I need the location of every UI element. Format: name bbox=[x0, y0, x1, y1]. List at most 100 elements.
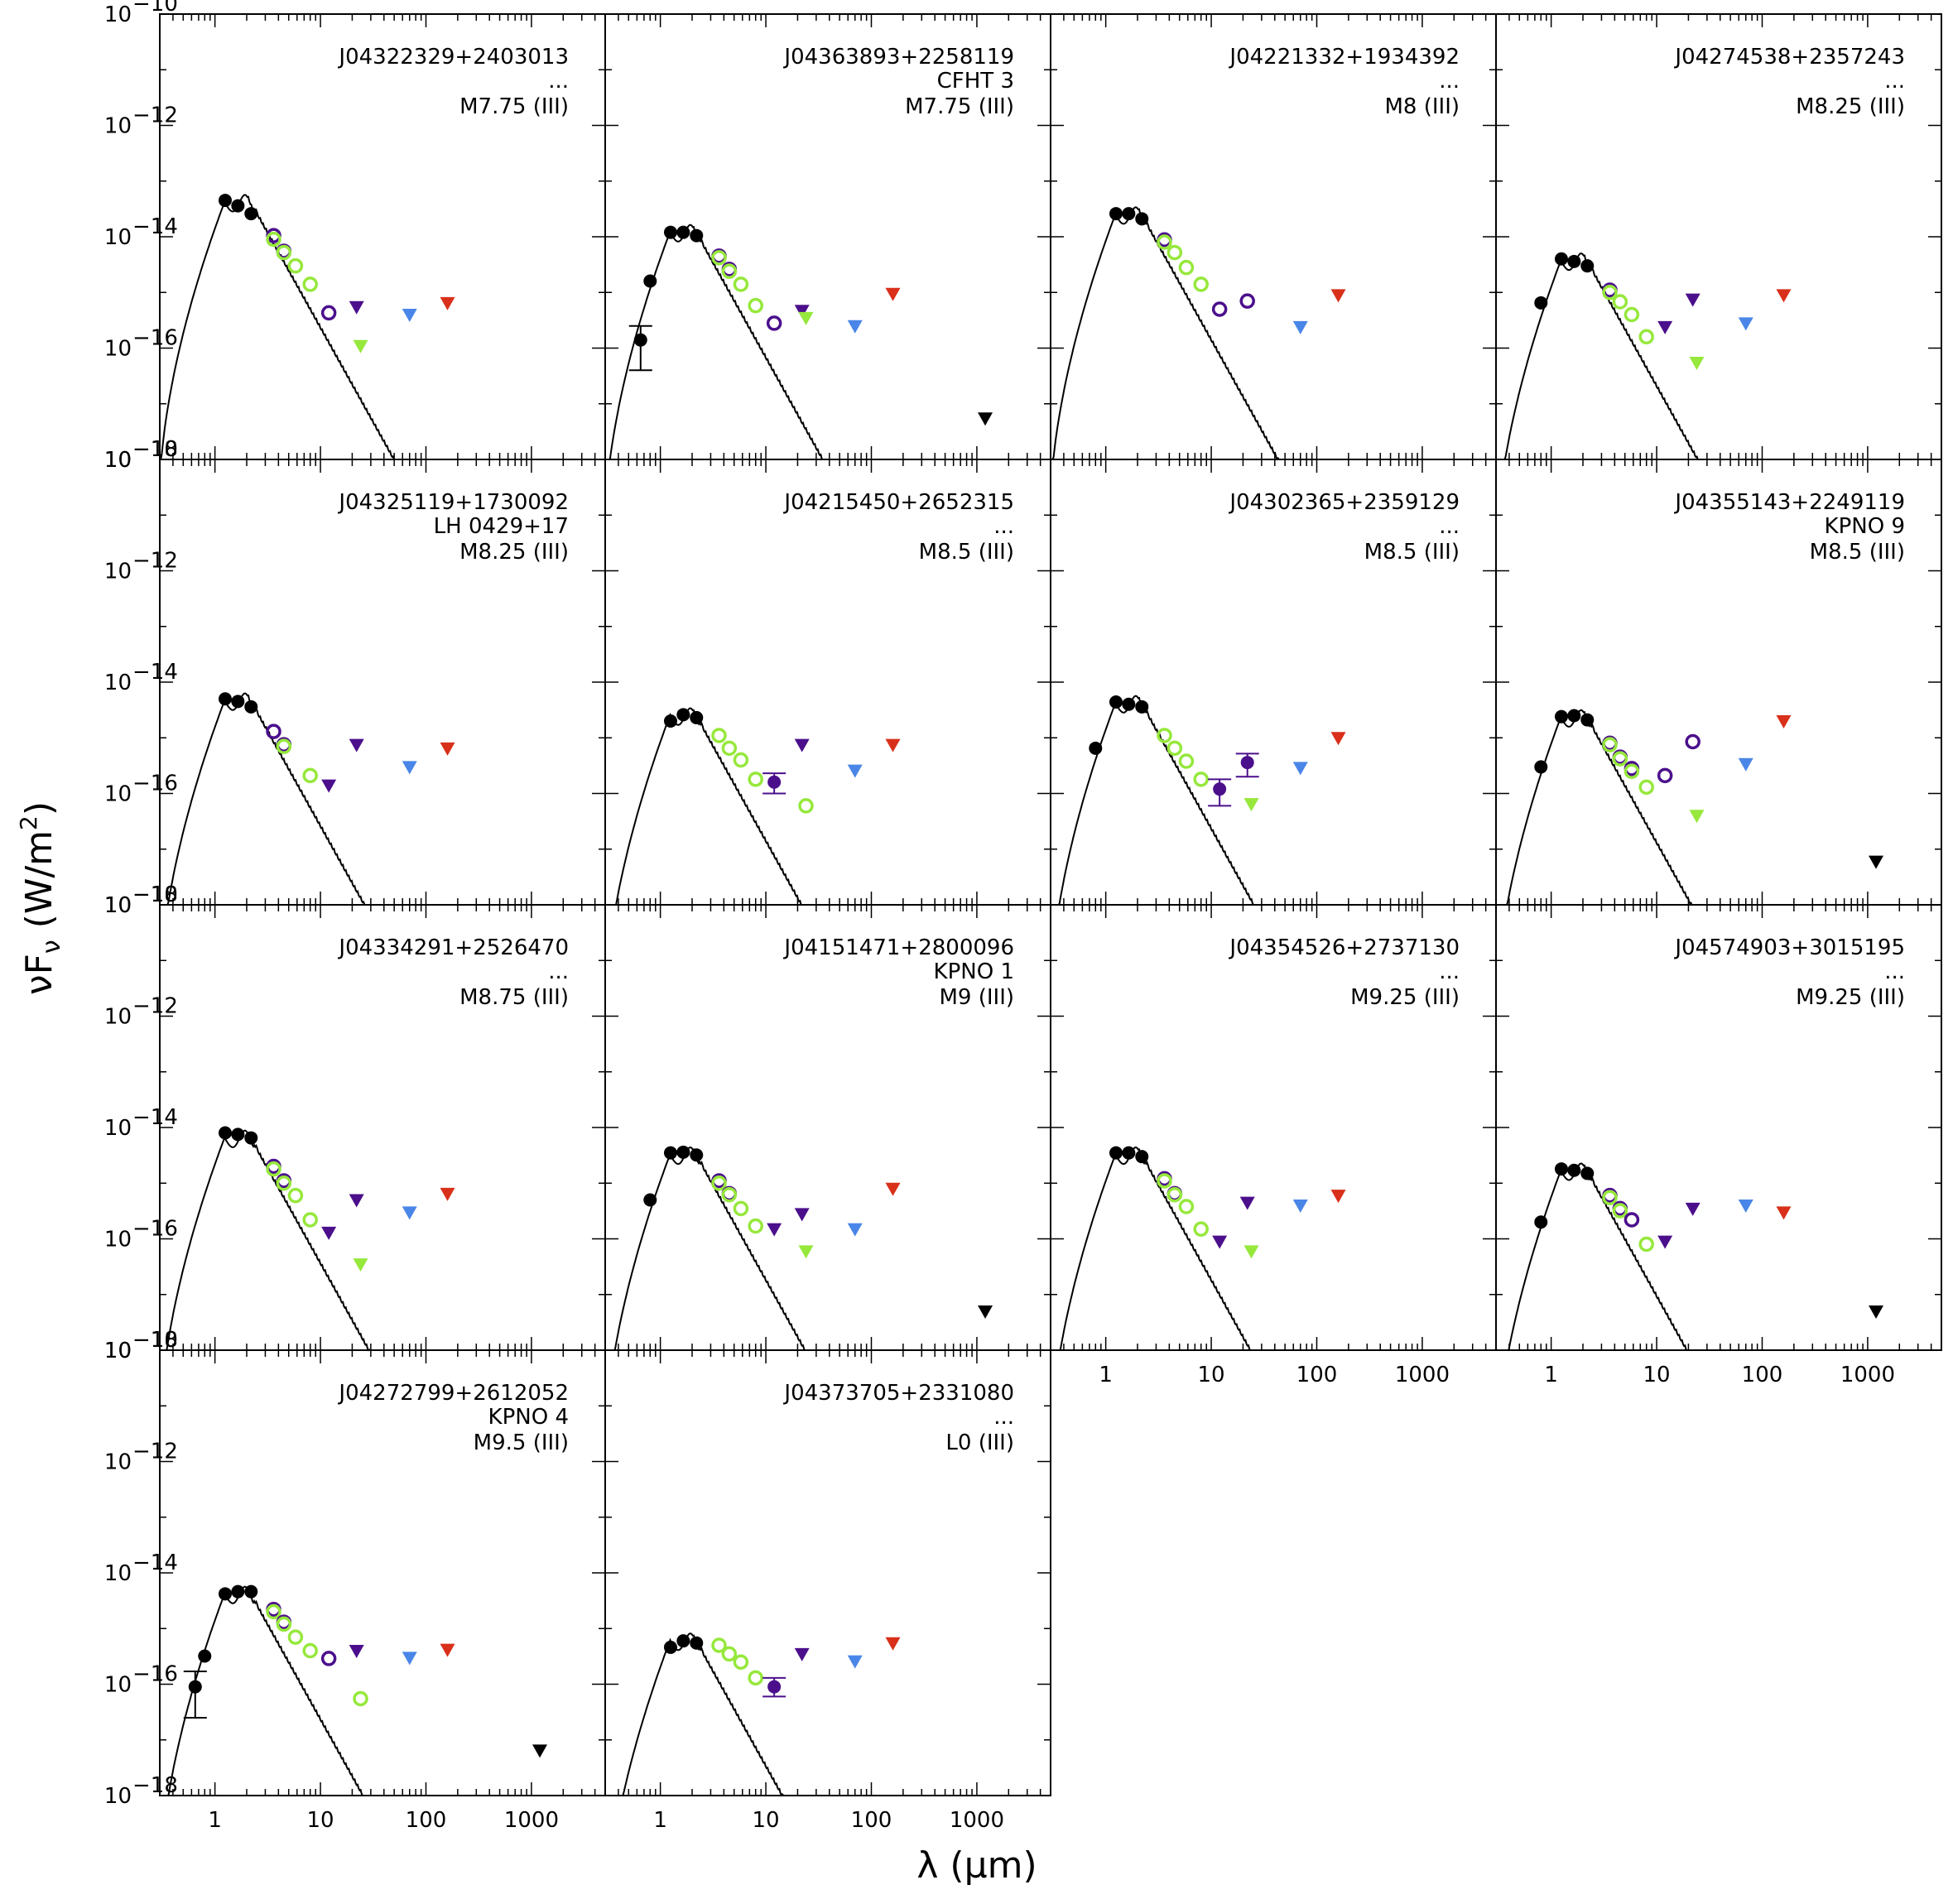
point-filled bbox=[188, 1680, 202, 1694]
point-open bbox=[1167, 740, 1183, 757]
x-tick-label: 10 bbox=[753, 1808, 780, 1833]
panel-name: J04272799+2612052 bbox=[337, 1381, 569, 1406]
point-open bbox=[1623, 763, 1640, 779]
point-filled bbox=[676, 1634, 690, 1648]
point-filled bbox=[1534, 760, 1548, 774]
model-spectrum bbox=[1496, 252, 1699, 460]
x-axis-title: λ (μm) bbox=[916, 1844, 1037, 1887]
point-open bbox=[1193, 772, 1209, 787]
x-tick-label: 1 bbox=[1099, 1363, 1113, 1387]
panel-alias: ... bbox=[993, 1405, 1014, 1430]
point-open bbox=[1167, 244, 1183, 261]
y-tick-label: 10 bbox=[104, 225, 132, 250]
point-upper-limit bbox=[321, 1226, 337, 1240]
panel-3: J04221332+1934392...M8 (III) bbox=[1050, 13, 1497, 460]
point-upper-limit bbox=[767, 1223, 782, 1237]
point-filled bbox=[1580, 713, 1595, 727]
x-tick-label: 1000 bbox=[950, 1808, 1004, 1833]
point-filled bbox=[690, 228, 704, 243]
point-upper-limit bbox=[885, 738, 901, 752]
point-upper-limit bbox=[1657, 320, 1673, 334]
x-tick-label: 100 bbox=[851, 1808, 892, 1833]
point-open bbox=[1623, 306, 1640, 323]
point-upper-limit bbox=[402, 761, 417, 775]
panel-alias: CFHT 3 bbox=[937, 69, 1014, 94]
point-open bbox=[721, 1186, 738, 1203]
point-open bbox=[1167, 1186, 1183, 1203]
y-axis-title: νFν (W/m2) bbox=[15, 801, 66, 995]
panel-frame bbox=[1495, 904, 1942, 1351]
point-filled bbox=[244, 1131, 258, 1145]
point-upper-limit bbox=[440, 296, 455, 310]
y-tick-label: 10 bbox=[104, 337, 132, 362]
point-open bbox=[733, 276, 749, 292]
y-tick-label: 10 bbox=[104, 1228, 132, 1253]
point-upper-limit bbox=[349, 1194, 364, 1208]
point-open bbox=[1239, 293, 1255, 309]
y-tick-exponent: −16 bbox=[132, 1662, 178, 1687]
point-upper-limit bbox=[1657, 1235, 1673, 1249]
x-tick-label: 10 bbox=[1643, 1363, 1671, 1387]
point-filled bbox=[1567, 254, 1581, 268]
point-filled bbox=[1122, 697, 1136, 711]
y-tick-label: 10 bbox=[104, 114, 132, 139]
point-open bbox=[287, 257, 304, 274]
point-upper-limit bbox=[1292, 1200, 1308, 1214]
point-filled bbox=[767, 1680, 782, 1694]
panel-alias: ... bbox=[548, 69, 569, 94]
point-filled bbox=[1089, 741, 1103, 755]
point-open bbox=[276, 738, 292, 754]
point-filled bbox=[643, 274, 657, 288]
point-upper-limit bbox=[794, 1208, 810, 1222]
point-upper-limit bbox=[1776, 289, 1792, 303]
panel-sptype: M8 (III) bbox=[1384, 94, 1460, 119]
point-open bbox=[1178, 1199, 1195, 1214]
point-filled bbox=[1534, 296, 1548, 310]
point-open bbox=[1193, 276, 1209, 292]
point-open bbox=[711, 250, 727, 266]
panel-sptype: M8.75 (III) bbox=[459, 985, 569, 1010]
point-upper-limit bbox=[321, 779, 337, 793]
panel-name: J04574903+3015195 bbox=[1673, 935, 1905, 960]
point-open bbox=[320, 305, 337, 321]
point-upper-limit bbox=[402, 1206, 417, 1220]
point-open bbox=[1157, 728, 1172, 743]
point-open bbox=[266, 1161, 281, 1177]
panel-name: J04215450+2652315 bbox=[782, 490, 1014, 515]
panel-sptype: M8.5 (III) bbox=[1810, 540, 1905, 565]
point-open bbox=[748, 1218, 763, 1234]
point-open bbox=[287, 1187, 304, 1204]
panel-alias: ... bbox=[548, 959, 569, 984]
point-upper-limit bbox=[794, 738, 810, 752]
point-upper-limit bbox=[1776, 1206, 1792, 1220]
point-filled bbox=[1135, 1150, 1149, 1164]
point-upper-limit bbox=[978, 412, 993, 426]
point-upper-limit bbox=[349, 301, 364, 315]
point-upper-limit bbox=[1685, 1202, 1700, 1216]
point-upper-limit bbox=[1239, 1196, 1255, 1210]
point-upper-limit bbox=[798, 1245, 814, 1259]
panel-name: J04322329+2403013 bbox=[337, 45, 569, 70]
panel-sptype: M7.75 (III) bbox=[905, 94, 1014, 119]
point-open bbox=[302, 767, 318, 784]
y-tick-label: 10 bbox=[104, 1673, 132, 1698]
panel-14: 1 10 100 1000 J04373705+2331080...L0 (III) bbox=[604, 1349, 1051, 1833]
point-open bbox=[266, 724, 281, 739]
model-spectrum bbox=[1496, 709, 1693, 906]
point-open bbox=[1157, 234, 1172, 250]
point-filled bbox=[1135, 212, 1149, 226]
point-open bbox=[276, 1176, 292, 1191]
point-open bbox=[1685, 733, 1700, 750]
point-filled bbox=[1122, 1146, 1136, 1160]
panel-7: J04302365+2359129...M8.5 (III) bbox=[1050, 459, 1497, 906]
point-upper-limit bbox=[1330, 289, 1346, 303]
y-tick-exponent: −14 bbox=[132, 214, 178, 239]
y-axis-title-unit: (W/m bbox=[18, 830, 60, 928]
panel-sptype: M9.25 (III) bbox=[1796, 985, 1905, 1010]
point-open bbox=[1638, 1236, 1654, 1253]
y-tick-exponent: −16 bbox=[132, 326, 178, 351]
y-tick-exponent: −10 bbox=[132, 437, 178, 462]
